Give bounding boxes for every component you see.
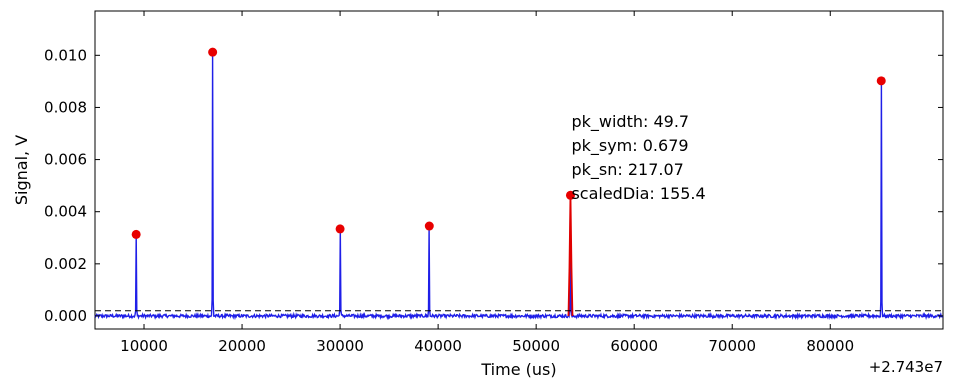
peak-marker-6: [876, 76, 886, 86]
x-tick-label: 40000: [414, 337, 462, 355]
annotation-line-3: pk_sn: 217.07: [571, 160, 683, 180]
signal-line: [94, 52, 944, 321]
peak-marker-5: [565, 190, 575, 200]
peak-marker-2: [208, 47, 218, 57]
x-tick-label: 50000: [512, 337, 560, 355]
y-axis-label: Signal, V: [12, 135, 31, 205]
x-tick-label: 10000: [120, 337, 168, 355]
annotation-line-1: pk_width: 49.7: [571, 112, 689, 132]
peak-marker-1: [131, 229, 141, 239]
y-axis-ticks: 0.000 0.002 0.004 0.006 0.008 0.010: [44, 46, 943, 325]
x-tick-label: 30000: [316, 337, 364, 355]
x-tick-label: 70000: [708, 337, 756, 355]
annotation-line-4: scaledDia: 155.4: [571, 184, 705, 203]
x-tick-label: 80000: [806, 337, 854, 355]
y-tick-label: 0.008: [44, 98, 87, 116]
plot-area: [94, 10, 944, 330]
x-axis-label: Time (us): [480, 360, 556, 379]
y-tick-label: 0.002: [44, 255, 87, 273]
x-tick-label: 60000: [610, 337, 658, 355]
y-tick-label: 0.006: [44, 151, 87, 169]
annotation-line-2: pk_sym: 0.679: [571, 136, 688, 156]
y-tick-label: 0.004: [44, 203, 87, 221]
peak-marker-4: [424, 221, 434, 231]
peak-annotation: pk_width: 49.7 pk_sym: 0.679 pk_sn: 217.07…: [571, 112, 705, 203]
y-tick-label: 0.010: [44, 46, 87, 64]
peak-marker-3: [335, 224, 345, 234]
y-tick-label: 0.000: [44, 307, 87, 325]
x-axis-ticks: 10000 20000 30000 40000 50000 60000 70000 80000: [120, 11, 854, 355]
x-tick-label: 20000: [218, 337, 266, 355]
x-axis-offset-label: +2.743e7: [869, 358, 943, 376]
plot-frame: [94, 10, 944, 330]
marker-layer: [131, 47, 886, 239]
